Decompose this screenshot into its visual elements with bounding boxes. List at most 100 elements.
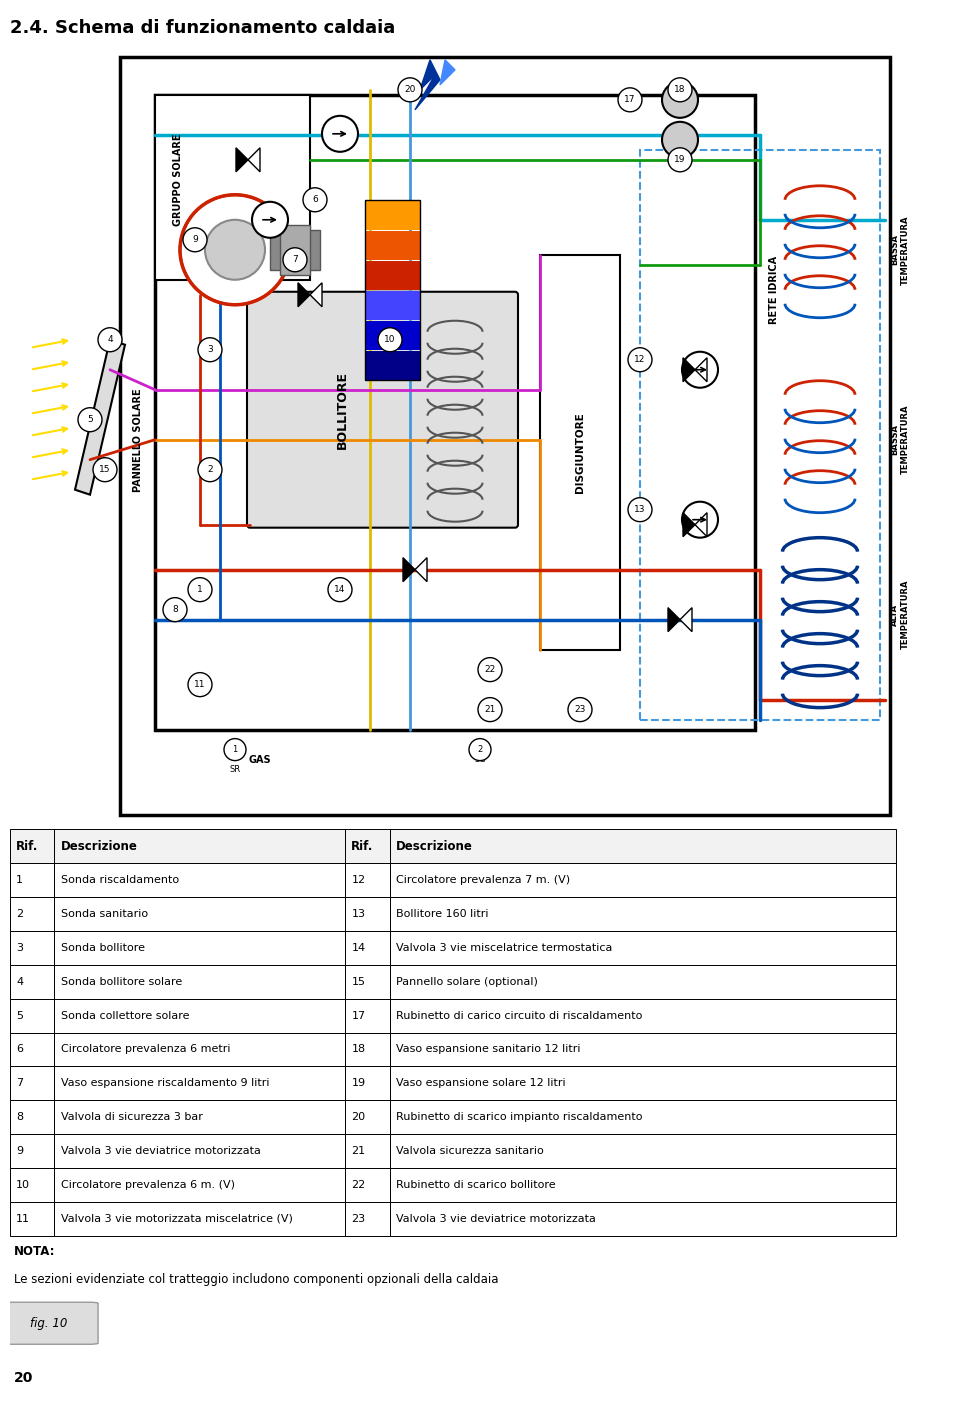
Text: RETE IDRICA: RETE IDRICA [769, 256, 779, 324]
Text: 7: 7 [292, 255, 298, 265]
Text: 19: 19 [674, 156, 685, 164]
Circle shape [478, 698, 502, 722]
Bar [345, 1033, 390, 1066]
Circle shape [205, 220, 265, 280]
Text: NOTA:: NOTA: [14, 1244, 56, 1258]
Bar [10, 1100, 55, 1135]
Text: Valvola 3 vie motorizzata miscelatrice (V): Valvola 3 vie motorizzata miscelatrice (… [60, 1213, 293, 1223]
Text: 22: 22 [351, 1180, 366, 1189]
Circle shape [478, 657, 502, 682]
Circle shape [662, 122, 698, 158]
Text: ALTA
TEMPERATURA: ALTA TEMPERATURA [890, 580, 910, 650]
Text: 22: 22 [485, 665, 495, 674]
Bar [390, 999, 896, 1033]
Bar [55, 965, 345, 999]
Text: 12: 12 [635, 356, 646, 364]
Text: 23: 23 [351, 1213, 366, 1223]
Text: 18: 18 [351, 1045, 366, 1055]
Text: Valvola 3 vie miscelatrice termostatica: Valvola 3 vie miscelatrice termostatica [396, 943, 612, 953]
Text: 19: 19 [351, 1079, 366, 1089]
Text: PANNELLO SOLARE: PANNELLO SOLARE [133, 388, 143, 492]
Text: Sonda bollitore: Sonda bollitore [60, 943, 145, 953]
Bar [390, 1033, 896, 1066]
Text: Rif.: Rif. [16, 839, 38, 853]
Text: 17: 17 [351, 1010, 366, 1020]
Text: 4: 4 [16, 976, 23, 986]
Text: 5: 5 [16, 1010, 23, 1020]
Polygon shape [248, 147, 260, 172]
Text: 8: 8 [172, 605, 178, 614]
Text: Bollitore 160 litri: Bollitore 160 litri [396, 909, 489, 919]
Bar [540, 255, 620, 650]
Circle shape [668, 78, 692, 102]
Bar [345, 829, 390, 863]
FancyBboxPatch shape [0, 1303, 98, 1345]
Circle shape [322, 116, 358, 151]
Text: 12: 12 [351, 876, 366, 885]
FancyBboxPatch shape [247, 291, 518, 528]
Polygon shape [683, 513, 695, 537]
Circle shape [283, 248, 307, 272]
Bar [345, 1100, 390, 1135]
Bar [155, 95, 310, 280]
Text: Circolatore prevalenza 7 m. (V): Circolatore prevalenza 7 m. (V) [396, 876, 570, 885]
Text: Valvola 3 vie deviatrice motorizzata: Valvola 3 vie deviatrice motorizzata [396, 1213, 596, 1223]
Circle shape [398, 78, 422, 102]
Polygon shape [695, 513, 707, 537]
Polygon shape [415, 558, 427, 581]
Bar [390, 863, 896, 897]
Bar [55, 863, 345, 897]
Bar [390, 965, 896, 999]
Text: 11: 11 [194, 679, 205, 689]
Text: 15: 15 [99, 465, 110, 474]
Bar [390, 897, 896, 932]
Text: 13: 13 [635, 506, 646, 514]
Circle shape [682, 352, 718, 388]
Text: 1: 1 [197, 586, 203, 594]
Bar [345, 1202, 390, 1236]
Text: BASSA
TEMPERATURA: BASSA TEMPERATURA [890, 405, 910, 475]
Text: 3: 3 [207, 345, 213, 354]
Bar [345, 1135, 390, 1168]
Bar [55, 1135, 345, 1168]
Bar [390, 1066, 896, 1100]
Polygon shape [298, 283, 310, 307]
Bar [345, 999, 390, 1033]
Bar [345, 863, 390, 897]
Text: 20: 20 [351, 1112, 366, 1122]
Bar [10, 897, 55, 932]
Text: SG: SG [474, 755, 486, 764]
Text: Circolatore prevalenza 6 metri: Circolatore prevalenza 6 metri [60, 1045, 230, 1055]
Circle shape [198, 338, 222, 361]
Text: 14: 14 [351, 943, 366, 953]
Bar [55, 1202, 345, 1236]
Polygon shape [236, 147, 248, 172]
Bar [55, 1168, 345, 1202]
Bar [345, 1066, 390, 1100]
Text: 5: 5 [87, 415, 93, 425]
Text: BASSA
TEMPERATURA: BASSA TEMPERATURA [890, 214, 910, 284]
Circle shape [252, 202, 288, 238]
Bar [55, 897, 345, 932]
Bar [155, 95, 755, 730]
Text: Descrizione: Descrizione [396, 839, 473, 853]
Bar [270, 230, 320, 270]
Circle shape [469, 738, 491, 761]
Text: Sonda bollitore solare: Sonda bollitore solare [60, 976, 182, 986]
Text: 18: 18 [674, 85, 685, 94]
Bar [10, 863, 55, 897]
Text: 17: 17 [624, 95, 636, 104]
Polygon shape [440, 60, 455, 85]
Polygon shape [403, 558, 415, 581]
Text: 2: 2 [207, 465, 213, 474]
Text: Vaso espansione sanitario 12 litri: Vaso espansione sanitario 12 litri [396, 1045, 581, 1055]
Polygon shape [683, 357, 695, 381]
Bar [280, 224, 310, 275]
Bar [390, 1135, 896, 1168]
Text: 9: 9 [192, 235, 198, 244]
Text: Valvola sicurezza sanitario: Valvola sicurezza sanitario [396, 1146, 543, 1156]
Text: Vaso espansione solare 12 litri: Vaso espansione solare 12 litri [396, 1079, 565, 1089]
Circle shape [568, 698, 592, 722]
Text: DISGIUNTORE: DISGIUNTORE [575, 412, 585, 493]
Polygon shape [668, 608, 680, 632]
